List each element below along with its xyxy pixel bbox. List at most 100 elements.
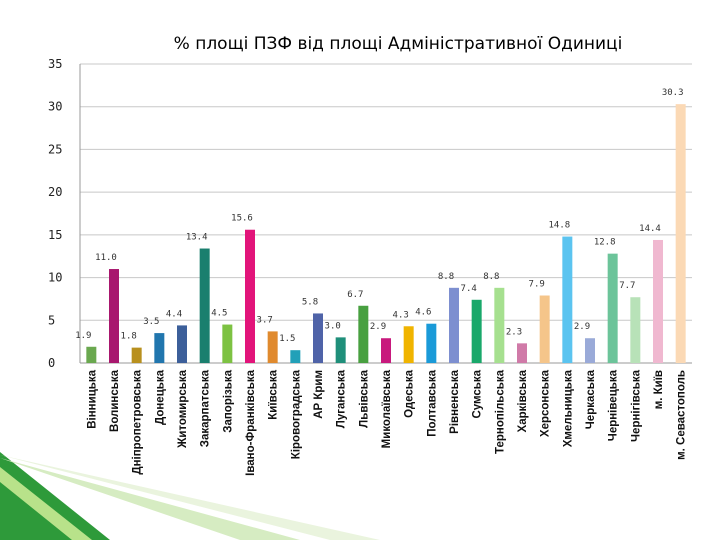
- x-tick-label: Тернопільська: [494, 369, 506, 454]
- data-label: 2.9: [574, 322, 590, 332]
- y-tick-label: 25: [48, 142, 62, 156]
- slide-decoration: [0, 452, 380, 540]
- x-tick-label: Одеська: [404, 369, 416, 417]
- bar: [517, 343, 527, 363]
- data-label: 2.9: [370, 322, 386, 332]
- data-label: 5.8: [302, 297, 318, 307]
- x-tick-label: АР Крим: [313, 370, 325, 419]
- data-label: 4.3: [393, 310, 409, 320]
- y-tick-label: 0: [48, 356, 55, 370]
- bar: [267, 331, 278, 363]
- y-tick-label: 15: [48, 228, 62, 242]
- corner-swoosh: [0, 458, 300, 540]
- bar: [177, 325, 187, 363]
- data-label: 8.8: [438, 272, 454, 282]
- y-tick-label: 20: [48, 185, 62, 199]
- bar: [630, 297, 641, 363]
- data-label: 4.4: [166, 309, 182, 319]
- bar: [290, 350, 301, 363]
- x-tick-label: Хмельницька: [562, 369, 574, 447]
- x-tick-label: Вінницька: [86, 369, 98, 428]
- x-tick-label: м. Київ: [653, 370, 665, 409]
- data-label: 7.7: [619, 281, 635, 291]
- data-label: 14.8: [548, 221, 570, 231]
- bar: [131, 347, 142, 363]
- data-label: 1.9: [75, 331, 91, 341]
- bar: [109, 269, 119, 363]
- y-tick-label: 10: [48, 271, 62, 285]
- data-label: 3.5: [143, 317, 159, 327]
- data-label: 4.5: [211, 309, 227, 319]
- bar: [653, 239, 663, 363]
- bar: [675, 104, 686, 363]
- x-tick-label: Рівненська: [449, 369, 461, 433]
- y-tick-label: 5: [48, 313, 55, 327]
- bar: [403, 326, 414, 363]
- data-label: 1.8: [121, 332, 137, 342]
- data-label: 3.0: [325, 321, 341, 331]
- x-tick-label: Херсонська: [540, 369, 552, 437]
- chart-title: % площі ПЗФ від площі Адміністративної О…: [174, 34, 623, 54]
- bar: [245, 229, 255, 363]
- y-tick-label: 35: [48, 57, 62, 71]
- x-tick-label: Київська: [268, 369, 280, 419]
- bar: [86, 346, 97, 363]
- x-tick-label: Закарпатська: [200, 369, 212, 447]
- bar: [381, 338, 391, 363]
- bars: [86, 104, 686, 363]
- data-label: 7.9: [529, 280, 545, 290]
- bar: [494, 287, 505, 363]
- x-tick-label: Миколаївська: [381, 369, 393, 448]
- bar: [449, 287, 459, 363]
- data-label: 12.8: [594, 238, 616, 248]
- corner-swoosh: [0, 455, 380, 540]
- x-tick-label: Сумська: [472, 369, 484, 418]
- x-tick-label: Запорізька: [222, 369, 234, 432]
- data-label: 7.4: [461, 284, 477, 294]
- x-tick-label: Чернігівська: [630, 369, 642, 442]
- data-label: 13.4: [186, 233, 208, 243]
- data-label: 30.3: [662, 88, 684, 98]
- y-tick-label: 30: [48, 100, 62, 114]
- x-tick-label: Донецька: [154, 369, 166, 425]
- data-label: 11.0: [95, 253, 117, 263]
- x-tick-label: Кіровоградська: [290, 369, 302, 459]
- x-tick-label: Харківська: [517, 369, 529, 432]
- x-tick-label: Чернівецька: [608, 369, 620, 441]
- bar: [426, 323, 437, 363]
- data-label: 6.7: [347, 290, 363, 300]
- bar: [358, 305, 369, 363]
- corner-triangle: [0, 452, 110, 540]
- bar: [335, 337, 346, 363]
- x-tick-label: Полтавська: [426, 369, 438, 436]
- x-tick-label: Черкаська: [585, 369, 597, 429]
- bar: [607, 253, 618, 363]
- bar: [585, 338, 595, 363]
- data-label: 2.3: [506, 327, 522, 337]
- data-label: 15.6: [231, 214, 253, 224]
- data-label: 1.5: [279, 334, 295, 344]
- x-tick-label: Івано-Франківська: [245, 369, 257, 475]
- x-tick-label: Волинська: [109, 369, 121, 432]
- x-axis-ticks: Вінницька Волинська Дніпропетровська Донець…: [86, 369, 687, 475]
- x-tick-label: м. Севастополь: [676, 370, 688, 460]
- data-label: 14.4: [639, 224, 661, 234]
- data-label: 3.7: [257, 315, 273, 325]
- bar: [562, 236, 573, 363]
- x-tick-label: Житомирська: [177, 369, 189, 449]
- value-labels: 1.9 11.0 1.8 3.5 4.4 13.4 4.5 15.6 3.7 1.5 5.8 3.0 6…: [75, 88, 683, 344]
- x-tick-label: Луганська: [336, 369, 348, 428]
- corner-stripe: [0, 467, 92, 540]
- bar: [154, 333, 165, 363]
- y-axis-ticks: 0 5 10 15 20 25 30 35: [48, 57, 62, 370]
- bar: [222, 324, 233, 363]
- data-label: 8.8: [483, 272, 499, 282]
- bar: [199, 248, 210, 363]
- bar: [539, 295, 550, 363]
- data-label: 4.6: [415, 308, 431, 318]
- x-tick-label: Дніпропетровська: [132, 369, 144, 474]
- bar: [471, 299, 482, 363]
- grid: [79, 63, 692, 364]
